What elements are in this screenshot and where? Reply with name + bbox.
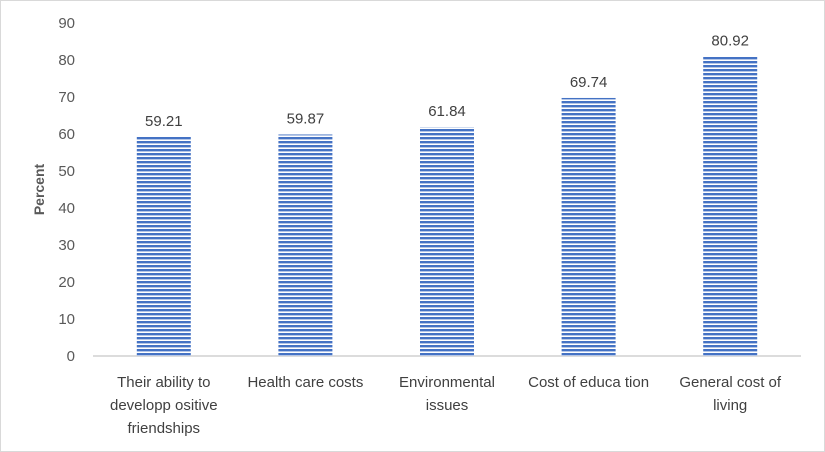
x-tick-label-3-line-1: Environmental: [399, 374, 495, 391]
x-axis: Their ability to developp ositive friendsh…: [93, 355, 801, 437]
bar-1: [136, 136, 191, 356]
x-tick-label-4-line-1: Cost of educa tion: [528, 374, 649, 391]
bar-3: [420, 127, 474, 356]
data-label-1: 59.21: [145, 113, 183, 130]
y-tick-label-20: 20: [58, 274, 75, 291]
bar-2: [278, 134, 333, 356]
y-axis-title: Percent: [31, 163, 47, 215]
y-tick-label-60: 60: [58, 126, 75, 143]
x-tick-label-1-line-3: friendships: [128, 420, 201, 437]
data-label-5: 80.92: [711, 33, 749, 50]
x-tick-label-5-line-2: living: [713, 397, 747, 414]
y-tick-label-30: 30: [58, 237, 75, 254]
x-tick-label-3-line-2: issues: [426, 397, 469, 414]
data-label-2: 59.87: [287, 110, 325, 127]
y-tick-label-90: 90: [58, 15, 75, 32]
y-tick-label-0: 0: [67, 348, 75, 365]
y-tick-label-70: 70: [58, 89, 75, 106]
bars-group: [136, 56, 758, 356]
y-tick-label-10: 10: [58, 311, 75, 328]
bar-5: [703, 56, 758, 356]
x-tick-label-2-line-1: Health care costs: [247, 374, 363, 391]
x-tick-label-5-line-1: General cost of: [679, 374, 782, 391]
data-labels-group: 59.21 59.87 61.84 69.74 80.92: [145, 33, 749, 130]
bar-4: [561, 97, 616, 356]
y-tick-label-40: 40: [58, 200, 75, 217]
data-label-3: 61.84: [428, 103, 466, 120]
y-axis: 0 10 20 30 40 50 60 70 80 90: [58, 15, 75, 365]
y-tick-label-50: 50: [58, 163, 75, 180]
x-tick-label-1-line-2: developp ositive: [110, 397, 218, 414]
x-tick-label-1-line-1: Their ability to: [117, 374, 210, 391]
y-tick-label-80: 80: [58, 52, 75, 69]
data-label-4: 69.74: [570, 74, 608, 91]
